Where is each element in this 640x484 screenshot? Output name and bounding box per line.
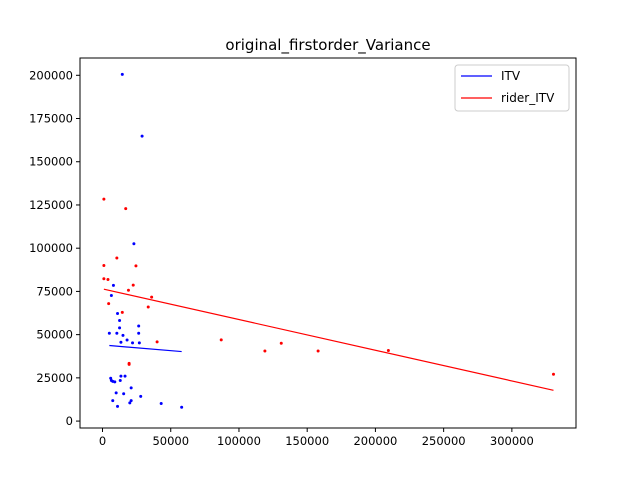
y-tick-label: 75000 [36, 284, 73, 298]
series-0-point [139, 394, 143, 398]
series-1-point [107, 302, 111, 306]
series-0-point [118, 378, 122, 382]
series-0-point [137, 331, 141, 335]
series-0-point [121, 333, 125, 337]
chart-title: original_firstorder_Variance [225, 36, 430, 55]
series-0-point [109, 294, 113, 298]
series-0-point [131, 341, 135, 345]
series-1-point [263, 349, 267, 353]
series-0-point [129, 399, 133, 403]
series-0-point [116, 312, 120, 316]
series-1-point [120, 310, 124, 314]
series-0-point [122, 392, 126, 396]
series-1-point [127, 362, 131, 366]
y-tick-label: 175000 [29, 112, 73, 126]
legend-label-1: rider_ITV [501, 91, 555, 105]
series-0-point [116, 404, 120, 408]
x-tick-label: 0 [99, 434, 106, 448]
series-1-point [134, 264, 138, 268]
y-tick-label: 0 [66, 414, 73, 428]
y-tick-label: 25000 [36, 371, 73, 385]
series-1-point [131, 283, 135, 287]
series-1-point [551, 372, 555, 376]
x-axis: 0 50000 100000 150000 200000 250000 300000 [99, 428, 534, 448]
series-0-point [128, 401, 132, 405]
y-axis: 0 25000 50000 75000 100000 125000 150000 175000… [29, 68, 80, 428]
x-tick-label: 200000 [353, 434, 397, 448]
series-1-point [155, 340, 159, 344]
series-1-point [106, 277, 110, 281]
series-0-point [132, 242, 136, 246]
series-0-point [115, 331, 119, 335]
series-0-point [125, 338, 129, 342]
series-0-point [129, 386, 133, 390]
series-1-point [386, 349, 390, 353]
series-0-point [137, 341, 141, 345]
y-tick-label: 200000 [29, 68, 73, 82]
series-1-point [150, 295, 154, 299]
plot-marks [102, 72, 555, 409]
series-1-point [279, 341, 283, 345]
series-0-point [114, 391, 118, 395]
series-1-fit-line [103, 288, 554, 391]
series-0-point [123, 374, 127, 378]
series-0-point [107, 331, 111, 335]
y-tick-label: 50000 [36, 328, 73, 342]
series-0-point [119, 340, 123, 344]
plot-frame [79, 57, 577, 429]
series-1-point [102, 197, 106, 201]
series-0-point [159, 401, 163, 405]
y-tick-label: 125000 [29, 198, 73, 212]
x-tick-label: 100000 [217, 434, 261, 448]
series-0-fit-line [109, 344, 182, 353]
series-1-point [146, 305, 150, 309]
series-1-point [102, 263, 106, 267]
series-0-point [140, 134, 144, 138]
y-tick-label: 150000 [29, 155, 73, 169]
series-0-point [111, 399, 115, 403]
series-0-point [118, 318, 122, 322]
series-1-point [115, 256, 119, 260]
series-0-point [137, 324, 141, 328]
x-tick-label: 150000 [285, 434, 329, 448]
series-0-point [111, 283, 115, 287]
series-0-point [180, 405, 184, 409]
series-1-point [316, 349, 320, 353]
series-0-point [113, 380, 117, 384]
series-0-point [120, 72, 124, 76]
x-tick-label: 50000 [152, 434, 189, 448]
series-1-point [124, 207, 128, 211]
series-1-point [102, 277, 106, 281]
series-0-point [118, 326, 122, 330]
series-1-point [219, 338, 223, 342]
x-tick-label: 300000 [490, 434, 534, 448]
legend: ITV rider_ITV [454, 64, 570, 112]
x-tick-label: 250000 [422, 434, 466, 448]
series-1-point [126, 288, 130, 292]
legend-label-0: ITV [501, 69, 521, 83]
y-tick-label: 100000 [29, 241, 73, 255]
series-0-point [119, 374, 123, 378]
